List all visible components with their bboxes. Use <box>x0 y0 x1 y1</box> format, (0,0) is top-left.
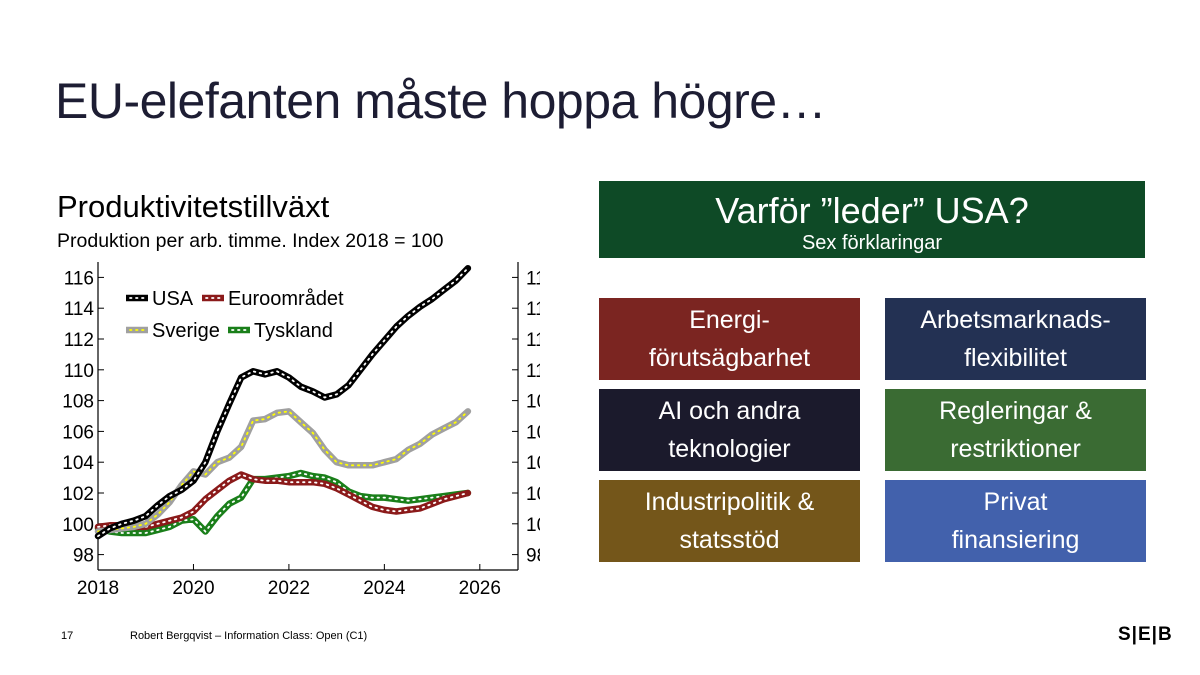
x-tick-label: 2018 <box>77 578 119 599</box>
slide-title: EU-elefanten måste hoppa högre… <box>55 73 827 129</box>
explanation-box-ai: AI och andra teknologier <box>599 389 860 471</box>
x-tick-label: 2026 <box>459 578 501 599</box>
y-tick-label-right: 114 <box>526 299 540 320</box>
y-tick-label-left: 100 <box>62 515 94 536</box>
y-tick-label-right: 104 <box>526 453 540 474</box>
explanation-box-labour-market: Arbetsmarknads- flexibilitet <box>885 298 1146 380</box>
explanation-label: Industripolitik & statsstöd <box>644 488 815 554</box>
chart-subtitle: Produktion per arb. timme. Index 2018 = … <box>57 230 444 252</box>
y-tick-label-right: 100 <box>526 515 540 536</box>
footer-text: Robert Bergqvist – Information Class: Op… <box>130 630 368 642</box>
y-tick-label-right: 110 <box>526 361 540 382</box>
y-tick-label-right: 106 <box>526 422 540 443</box>
explanation-label: Regleringar & restriktioner <box>939 397 1092 463</box>
y-tick-label-left: 104 <box>62 453 94 474</box>
explanation-label: Arbetsmarknads- flexibilitet <box>920 306 1111 372</box>
x-tick-label: 2024 <box>363 578 406 599</box>
explanations-header: Varför ”leder” USA? Sex förklaringar <box>599 181 1145 258</box>
explanation-label: AI och andra teknologier <box>658 397 801 463</box>
explanation-label: Privat finansiering <box>951 488 1080 554</box>
seb-logo: S|E|B <box>1118 624 1173 645</box>
explanations-subtitle: Sex förklaringar <box>801 232 943 254</box>
explanation-box-energy: Energi- förutsägbarhet <box>599 298 860 380</box>
legend-label: Sverige <box>152 320 220 342</box>
y-tick-label-right: 98 <box>526 546 540 567</box>
y-tick-label-right: 112 <box>526 330 540 351</box>
page-number: 17 <box>61 630 74 642</box>
y-tick-label-left: 114 <box>64 299 95 320</box>
explanation-label: Energi- förutsägbarhet <box>648 306 811 372</box>
y-tick-label-right: 108 <box>526 392 540 413</box>
series-dots-usa <box>97 267 469 538</box>
explanation-box-industrial-policy: Industripolitik & statsstöd <box>599 480 860 562</box>
series-line-sverige <box>94 408 472 535</box>
y-tick-label-left: 116 <box>64 268 94 289</box>
y-tick-label-right: 116 <box>526 268 540 289</box>
y-tick-label-left: 98 <box>73 546 94 567</box>
x-tick-label: 2020 <box>172 578 214 599</box>
legend-label: Euroområdet <box>228 288 344 310</box>
y-tick-label-left: 106 <box>62 422 94 443</box>
y-tick-label-left: 110 <box>64 361 94 382</box>
explanation-box-private-financing: Privat finansiering <box>885 480 1146 562</box>
productivity-line-chart: 98 98 100 100 102 102 104 104 106 106 108 108 110 110… <box>62 262 540 599</box>
y-tick-label-right: 102 <box>526 484 540 505</box>
series-dots-sverige <box>97 410 469 533</box>
series-dots-tyskland <box>97 472 469 534</box>
y-tick-label-left: 102 <box>62 484 94 505</box>
legend-label: USA <box>152 288 194 310</box>
explanation-box-regulations: Regleringar & restriktioner <box>885 389 1146 471</box>
series-dots-euroområdet <box>97 473 469 528</box>
legend-label: Tyskland <box>254 320 333 342</box>
y-tick-label-left: 112 <box>64 330 94 351</box>
explanations-title: Varför ”leder” USA? <box>715 190 1029 231</box>
x-tick-label: 2022 <box>268 578 310 599</box>
y-tick-label-left: 108 <box>62 392 94 413</box>
chart-title: Produktivitetstillväxt <box>57 189 330 224</box>
